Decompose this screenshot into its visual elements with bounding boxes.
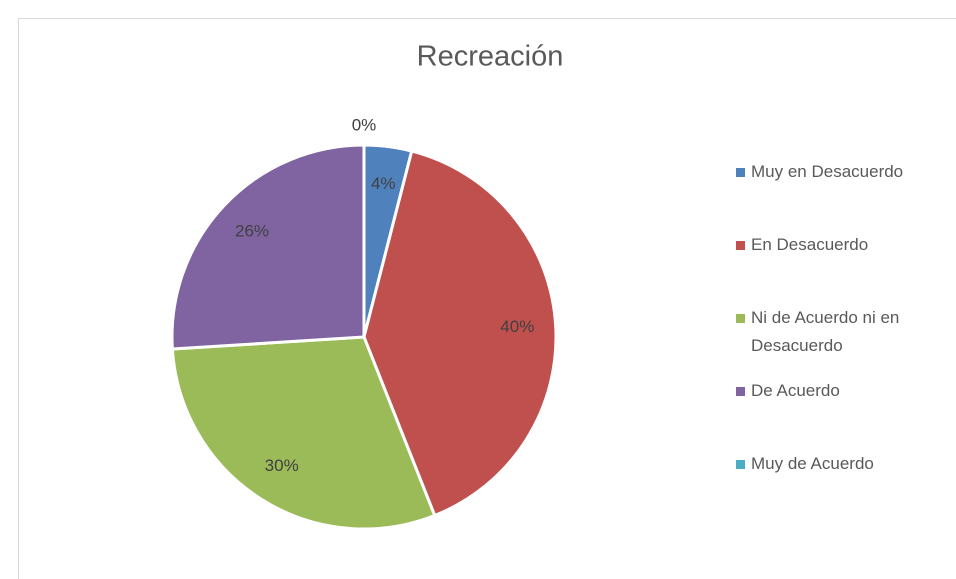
legend-swatch (736, 387, 745, 396)
legend-swatch (736, 241, 745, 250)
legend-label: Ni de Acuerdo ni en Desacuerdo (751, 308, 900, 355)
legend-item: Muy de Acuerdo (736, 450, 874, 478)
chart-frame (18, 18, 956, 579)
legend-label: Muy en Desacuerdo (751, 162, 904, 181)
legend-item: De Acuerdo (736, 377, 840, 405)
legend-label: En Desacuerdo (751, 235, 869, 254)
legend-item: Ni de Acuerdo ni en Desacuerdo (736, 304, 951, 360)
data-label: 30% (265, 456, 299, 475)
legend-label: Muy de Acuerdo (751, 454, 874, 473)
pie-slice (170, 335, 437, 531)
legend-swatch (736, 314, 745, 323)
legend-swatch (736, 168, 745, 177)
pie-slice (362, 149, 558, 518)
data-label: 40% (500, 317, 534, 336)
data-label: 4% (371, 174, 396, 193)
legend-label: De Acuerdo (751, 381, 840, 400)
data-label: 0% (352, 115, 377, 134)
pie-slice (170, 143, 366, 351)
legend-item: Muy en Desacuerdo (736, 158, 903, 186)
data-label: 26% (235, 221, 269, 240)
legend-swatch (736, 460, 745, 469)
chart-title: Recreación (417, 41, 564, 73)
legend-item: En Desacuerdo (736, 231, 868, 259)
